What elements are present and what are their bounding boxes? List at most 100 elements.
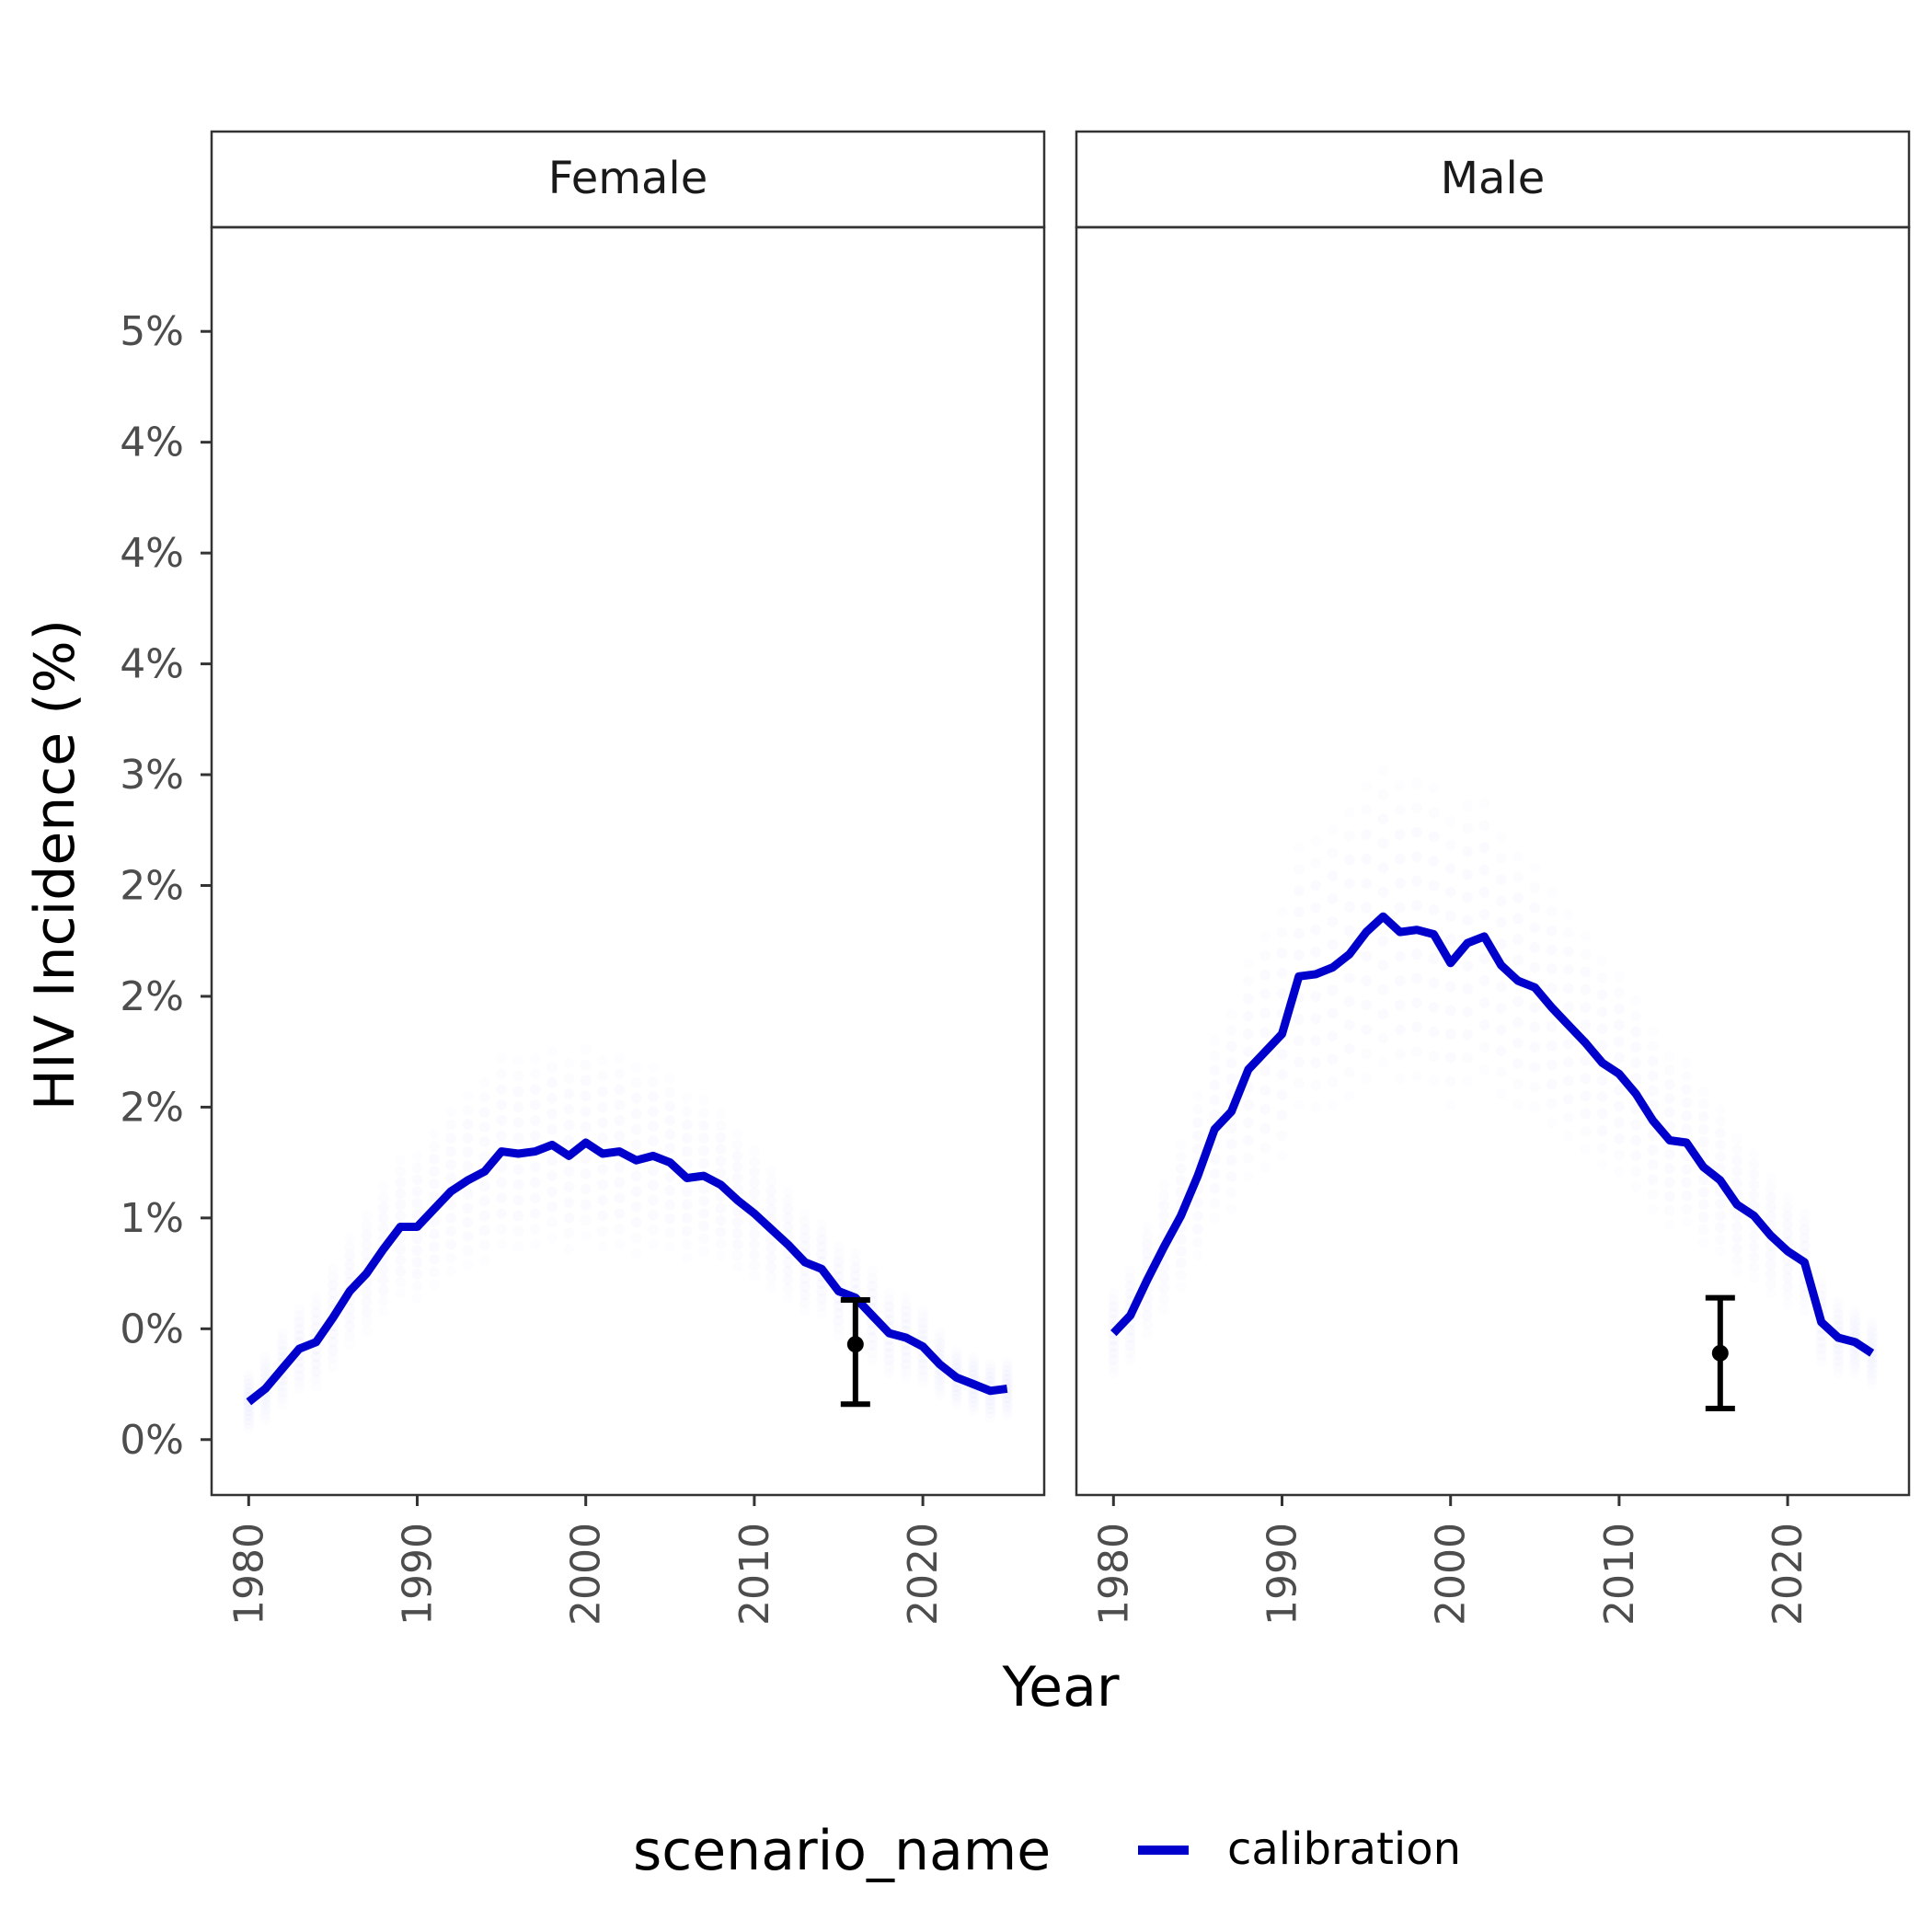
sim-point [614, 1099, 625, 1110]
sim-point [765, 1252, 776, 1263]
sim-point [1496, 1067, 1507, 1078]
sim-point [648, 1195, 659, 1206]
sim-point [1512, 851, 1524, 862]
sim-point [1395, 1049, 1406, 1060]
sim-point [1529, 1062, 1540, 1073]
sim-point [378, 1223, 389, 1234]
sim-point [563, 1073, 574, 1084]
sim-point [479, 1136, 490, 1147]
sim-point [429, 1179, 440, 1190]
sim-point [1176, 1163, 1187, 1174]
sim-point [1158, 1200, 1169, 1211]
sim-point [1259, 1104, 1271, 1115]
sim-point [1816, 1277, 1827, 1288]
sim-point [1192, 1090, 1203, 1101]
sim-point [1411, 851, 1422, 862]
sim-point [395, 1155, 406, 1166]
sim-point [1731, 1166, 1742, 1177]
strip-box [210, 130, 1046, 229]
sim-point [715, 1144, 726, 1155]
sim-point [563, 1181, 574, 1192]
sim-point [479, 1255, 490, 1266]
sim-point [1563, 1112, 1574, 1123]
sim-point [563, 1244, 574, 1255]
sim-point [530, 1068, 541, 1079]
sim-point [429, 1154, 440, 1165]
sim-point [581, 1153, 592, 1164]
sim-point [1176, 1187, 1187, 1198]
sim-point [1226, 1171, 1237, 1182]
sim-point [1512, 996, 1524, 1007]
sim-point [462, 1259, 473, 1270]
sim-point [1664, 1191, 1675, 1202]
sim-point [1630, 1181, 1641, 1192]
sim-point [1580, 1002, 1591, 1013]
x-axis-title: Year [1001, 1655, 1119, 1719]
sim-point [1529, 882, 1540, 893]
sim-point [429, 1166, 440, 1177]
sim-point [1765, 1249, 1777, 1260]
sim-point [664, 1087, 675, 1098]
sim-point [1243, 1029, 1254, 1040]
panel-border [210, 225, 1046, 1497]
sim-point [362, 1239, 373, 1250]
sim-point [1630, 1135, 1641, 1146]
sim-point [1512, 914, 1524, 925]
sim-point [597, 1225, 608, 1236]
sim-point [512, 1055, 523, 1066]
sim-point [362, 1210, 373, 1221]
sim-point [765, 1166, 776, 1177]
sim-point [581, 1168, 592, 1179]
sim-point [1462, 1075, 1473, 1087]
sim-point [1597, 955, 1608, 966]
sim-point [1648, 1086, 1659, 1097]
sim-point [1294, 906, 1305, 917]
sim-point [1411, 997, 1422, 1008]
sim-point [1192, 1250, 1203, 1261]
sim-point [1209, 1154, 1220, 1165]
sim-point [1648, 1056, 1659, 1067]
sim-point [496, 1224, 507, 1235]
sim-point [1226, 1025, 1237, 1036]
sim-point [1344, 1090, 1355, 1101]
sim-point [1512, 1079, 1524, 1090]
sim-point [1226, 1155, 1237, 1166]
sim-point [1597, 1006, 1608, 1018]
sim-point [1243, 1153, 1254, 1164]
sim-point [378, 1264, 389, 1275]
sim-point [1192, 1131, 1203, 1142]
sim-point [546, 1186, 558, 1197]
sim-point [1681, 1084, 1692, 1095]
sim-point [783, 1186, 794, 1197]
sim-point [749, 1249, 760, 1260]
sim-point [1614, 1166, 1625, 1177]
sim-point [1377, 813, 1388, 824]
sim-point [614, 1239, 625, 1250]
sim-point [648, 1225, 659, 1236]
sim-point [1462, 800, 1473, 811]
sim-point [1294, 864, 1305, 875]
sim-point [546, 1046, 558, 1057]
sim-point [581, 1075, 592, 1087]
sim-point [1327, 847, 1338, 858]
sim-point [429, 1141, 440, 1152]
sim-point [1259, 989, 1271, 1000]
sim-point [362, 1296, 373, 1307]
sim-point [1226, 1074, 1237, 1085]
sim-point [1715, 1104, 1726, 1115]
sim-point [1681, 1190, 1692, 1202]
sim-point [816, 1219, 827, 1230]
sim-point [1478, 975, 1489, 986]
sim-point [1176, 1270, 1187, 1281]
sim-point [1529, 1002, 1540, 1013]
sim-point [546, 1093, 558, 1104]
sim-point [1259, 931, 1271, 942]
sim-point [1496, 982, 1507, 993]
sim-point [1209, 1183, 1220, 1194]
sim-point [1395, 1073, 1406, 1084]
sim-point [362, 1326, 373, 1337]
sim-point [1614, 971, 1625, 982]
sim-point [1496, 1024, 1507, 1035]
sim-point [1344, 854, 1355, 865]
sim-point [732, 1150, 743, 1161]
